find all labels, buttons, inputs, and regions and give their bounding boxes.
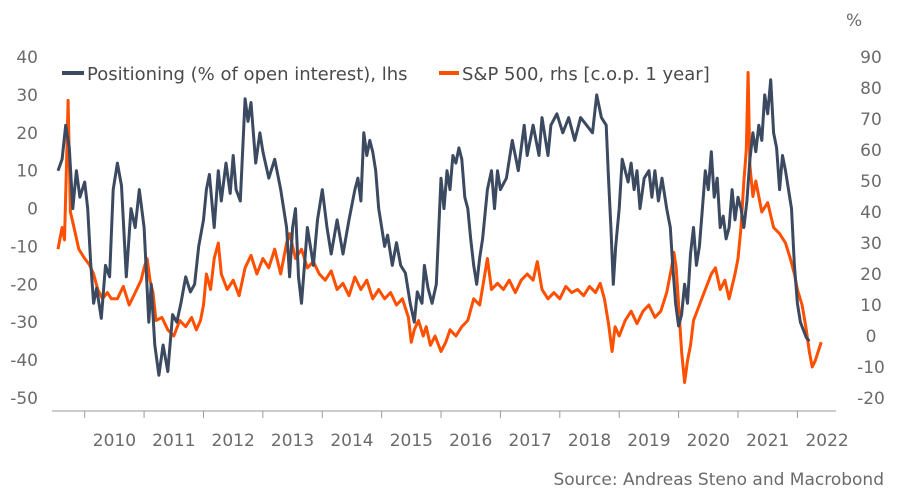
legend-label-sp500: S&P 500, rhs [c.o.p. 1 year] (462, 64, 710, 85)
x-tick-label: 2012 (212, 431, 255, 451)
right-axis-unit-label: % (846, 11, 862, 31)
x-tick-label: 2010 (93, 431, 136, 451)
legend: Positioning (% of open interest), lhs S&P… (62, 64, 710, 85)
x-axis-ticks: 2010 2011 2012 2013 2014 2015 2016 2017 2018 2019… (84, 411, 849, 451)
x-tick-label: 2013 (271, 431, 314, 451)
x-tick-label: 2018 (568, 431, 611, 451)
right-tick-label: 0 (866, 327, 877, 347)
right-tick-label: -20 (857, 389, 885, 409)
right-tick-label: -10 (857, 358, 885, 378)
left-tick-label: -40 (10, 351, 38, 371)
left-axis-ticks: 40 30 20 10 0 -10 -20 -30 -40 -50 (10, 48, 38, 409)
left-tick-label: 10 (16, 162, 38, 182)
right-tick-label: 30 (860, 234, 882, 254)
left-tick-label: 40 (16, 48, 38, 68)
left-tick-label: -50 (10, 389, 38, 409)
right-tick-label: 50 (860, 172, 882, 192)
legend-label-positioning: Positioning (% of open interest), lhs (87, 64, 408, 85)
x-tick-label: 2014 (330, 431, 373, 451)
right-tick-label: 20 (860, 265, 882, 285)
x-tick-label: 2016 (449, 431, 492, 451)
x-tick-label: 2019 (627, 431, 670, 451)
left-tick-label: 20 (16, 124, 38, 144)
right-tick-label: 60 (860, 141, 882, 161)
right-tick-label: 40 (860, 203, 882, 223)
x-tick-label: 2020 (687, 431, 730, 451)
x-tick-label: 2021 (746, 431, 789, 451)
left-tick-label: 30 (16, 86, 38, 106)
right-tick-label: 90 (860, 48, 882, 68)
x-tick-label: 2017 (509, 431, 552, 451)
x-tick-label: 2015 (390, 431, 433, 451)
positioning-series-line (56, 78, 811, 377)
source-note: Source: Andreas Steno and Macrobond (553, 470, 884, 490)
left-tick-label: 0 (27, 200, 38, 220)
right-tick-label: 10 (860, 296, 882, 316)
right-tick-label: 70 (860, 110, 882, 130)
right-tick-label: 80 (860, 79, 882, 99)
series-layer (56, 71, 823, 384)
left-tick-label: -10 (10, 237, 38, 257)
right-axis-ticks: 90 80 70 60 50 40 30 20 10 0 -10 -20 (857, 48, 885, 409)
left-tick-label: -30 (10, 313, 38, 333)
x-tick-label: 2022 (805, 431, 848, 451)
x-tick-label: 2011 (152, 431, 195, 451)
left-tick-label: -20 (10, 275, 38, 295)
